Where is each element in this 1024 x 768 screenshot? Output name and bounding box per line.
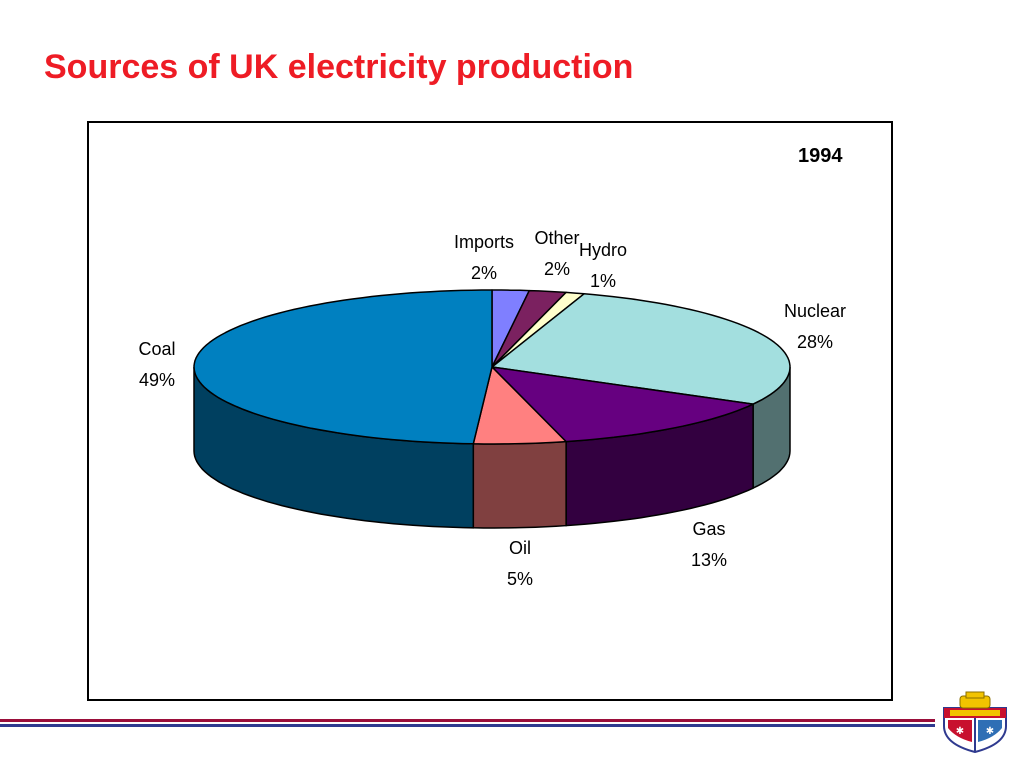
slice-value-hydro: 1% bbox=[589, 271, 616, 291]
slice-value-gas: 13% bbox=[690, 550, 728, 570]
svg-text:✱: ✱ bbox=[986, 726, 994, 737]
pie-slice-coal bbox=[193, 289, 493, 445]
slice-value-other: 2% bbox=[543, 259, 570, 279]
slice-name-oil: Oil bbox=[509, 538, 531, 558]
slice-value-oil: 5% bbox=[506, 569, 533, 589]
slice-label-hydro: Hydro 1% bbox=[543, 235, 663, 297]
pie-top-faces bbox=[193, 289, 791, 445]
footer-line-bottom bbox=[0, 724, 935, 727]
slice-value-nuclear: 28% bbox=[796, 332, 834, 352]
slice-value-imports: 2% bbox=[470, 263, 497, 283]
pie-slice-gas bbox=[491, 366, 754, 443]
slice-name-other: Other bbox=[534, 228, 580, 248]
slice-label-other: Other 2% bbox=[497, 223, 617, 285]
slice-name-gas: Gas bbox=[692, 519, 726, 539]
university-crest-icon: ✱ ✱ bbox=[943, 691, 1007, 754]
slice-label-gas: Gas 13% bbox=[649, 514, 769, 576]
slice-name-nuclear: Nuclear bbox=[783, 301, 847, 321]
pie-side-walls bbox=[193, 366, 791, 529]
slice-name-hydro: Hydro bbox=[578, 240, 627, 260]
slice-name-coal: Coal bbox=[138, 339, 176, 359]
pie-slice-oil bbox=[472, 366, 567, 445]
chart-title: 1994 bbox=[798, 145, 843, 167]
slide-title: Sources of UK electricity production bbox=[44, 48, 634, 86]
slice-label-nuclear: Nuclear 28% bbox=[755, 296, 875, 358]
pie-side-oil bbox=[472, 440, 567, 529]
slice-label-oil: Oil 5% bbox=[460, 533, 580, 595]
svg-text:✱: ✱ bbox=[956, 726, 964, 737]
slice-name-imports: Imports bbox=[453, 232, 514, 252]
slice-label-imports: Imports 2% bbox=[424, 227, 544, 289]
pie-slice-nuclear bbox=[491, 293, 791, 405]
slice-label-coal: Coal 49% bbox=[97, 334, 217, 396]
footer-line-top bbox=[0, 719, 935, 722]
slice-value-coal: 49% bbox=[138, 370, 176, 390]
